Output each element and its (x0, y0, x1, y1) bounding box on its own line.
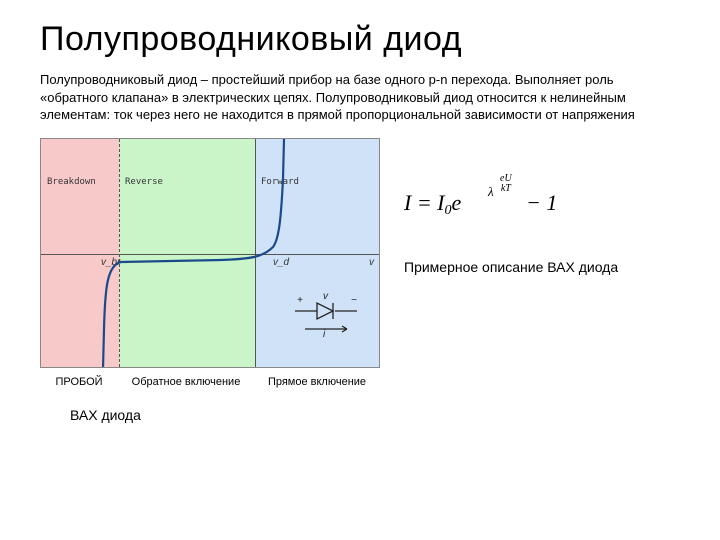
svg-text:−: − (351, 295, 357, 306)
diode-symbol-svg: + − v i (287, 289, 367, 339)
svg-text:+: + (297, 295, 303, 306)
formula-exponent-fraction: eU kT (500, 174, 512, 194)
formula-e: e (452, 190, 462, 215)
chart-overall-caption: ВАХ диода (70, 407, 380, 423)
iv-formula: I = I0e λ eU kT − 1 (404, 178, 680, 228)
region-captions: ПРОБОЙ Обратное включение Прямое включен… (40, 376, 380, 389)
formula-prefix: I = I (404, 190, 445, 215)
description-paragraph: Полупроводниковый диод – простейший приб… (40, 71, 680, 124)
formula-subscript: 0 (445, 203, 452, 218)
iv-chart: BreakdownReverseForwardv_brv_dv+−vi (40, 138, 380, 368)
page-title: Полупроводниковый диод (40, 20, 680, 59)
formula-tail: − 1 (526, 190, 557, 216)
caption-forward: Прямое включение (254, 376, 380, 389)
chart-column: BreakdownReverseForwardv_brv_dv+−vi ПРОБ… (40, 138, 380, 423)
caption-breakdown: ПРОБОЙ (40, 376, 118, 389)
fraction-denominator: kT (500, 184, 512, 194)
caption-reverse: Обратное включение (118, 376, 254, 389)
svg-text:v: v (323, 291, 329, 302)
formula-column: I = I0e λ eU kT − 1 Примерное описание В… (404, 138, 680, 276)
content-row: BreakdownReverseForwardv_brv_dv+−vi ПРОБ… (40, 138, 680, 423)
diode-symbol: + − v i (287, 289, 367, 344)
formula-caption: Примерное описание ВАХ диода (404, 258, 680, 276)
svg-text:i: i (323, 329, 326, 339)
formula-lambda: λ (488, 184, 494, 200)
